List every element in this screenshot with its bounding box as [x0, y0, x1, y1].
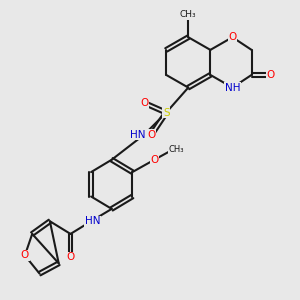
Text: NH: NH	[225, 82, 240, 93]
Text: CH₃: CH₃	[180, 10, 196, 19]
Text: O: O	[228, 32, 237, 42]
Text: HN: HN	[85, 216, 100, 226]
Text: O: O	[140, 98, 148, 108]
Text: O: O	[147, 130, 156, 140]
Text: O: O	[21, 250, 29, 260]
Text: S: S	[163, 108, 169, 118]
Text: CH₃: CH₃	[169, 146, 184, 154]
Text: O: O	[66, 253, 75, 262]
Text: HN: HN	[130, 130, 146, 140]
Text: O: O	[150, 155, 158, 165]
Text: O: O	[267, 70, 275, 80]
